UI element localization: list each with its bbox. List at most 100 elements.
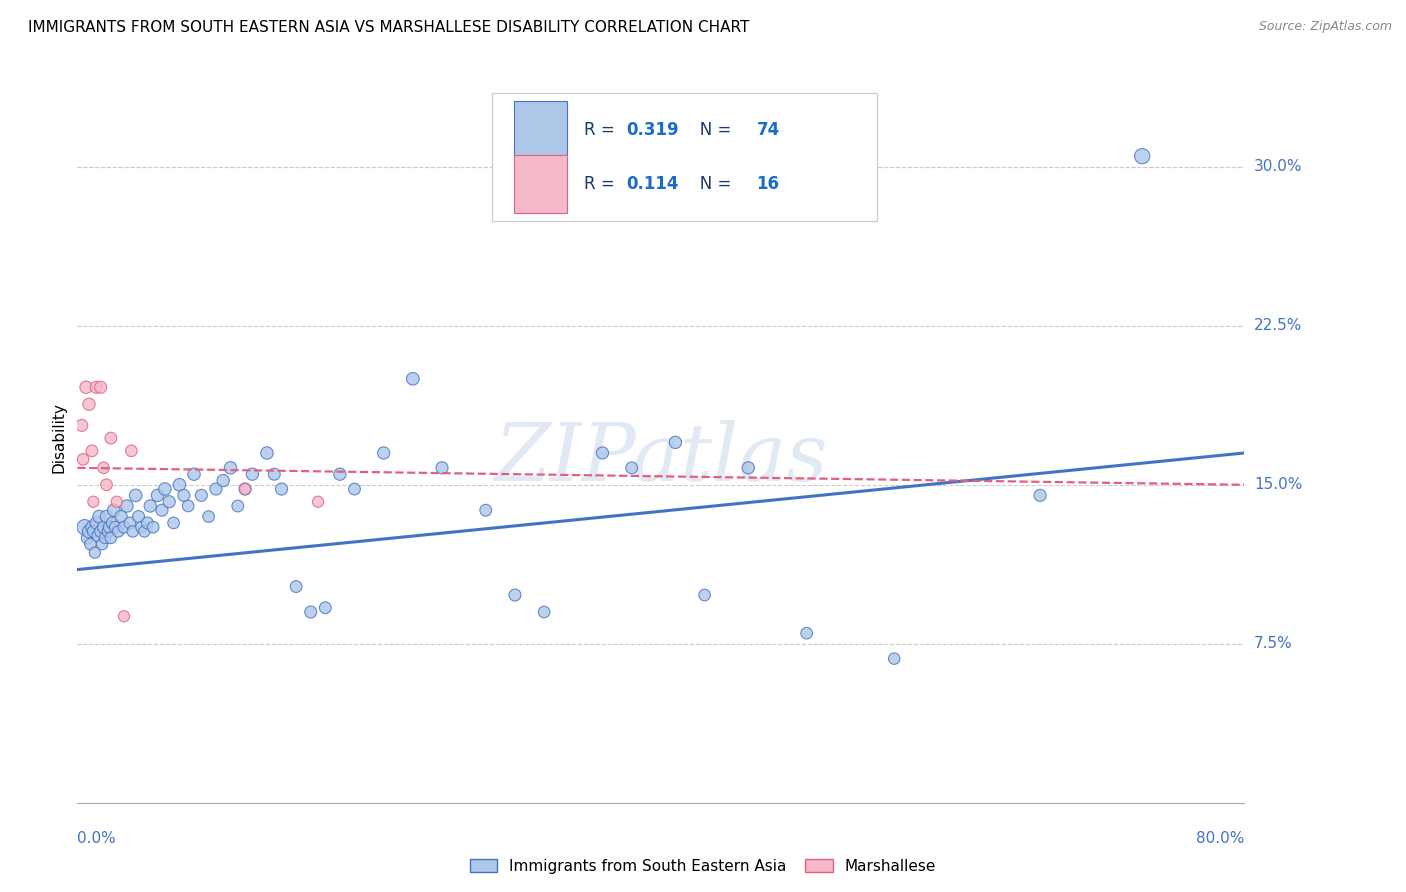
Point <box>314 600 336 615</box>
Text: 7.5%: 7.5% <box>1254 636 1292 651</box>
Point <box>1029 488 1052 502</box>
Text: N =: N = <box>685 120 737 138</box>
Point <box>233 482 256 496</box>
FancyBboxPatch shape <box>513 155 568 213</box>
Text: 22.5%: 22.5% <box>1254 318 1302 334</box>
Point <box>233 482 256 496</box>
Point <box>100 531 122 545</box>
Point <box>693 588 716 602</box>
Point <box>97 524 120 539</box>
Text: 0.114: 0.114 <box>626 175 678 193</box>
Point <box>190 488 212 502</box>
Point <box>343 482 366 496</box>
Point <box>118 516 141 530</box>
Point <box>84 516 107 530</box>
FancyBboxPatch shape <box>492 94 877 221</box>
Text: ZIPatlas: ZIPatlas <box>494 420 828 498</box>
Point <box>128 509 150 524</box>
Point <box>664 435 686 450</box>
Point <box>93 520 115 534</box>
Text: 15.0%: 15.0% <box>1254 477 1302 492</box>
Legend: Immigrants from South Eastern Asia, Marshallese: Immigrants from South Eastern Asia, Mars… <box>464 853 942 880</box>
Point <box>240 467 263 482</box>
Point <box>430 460 453 475</box>
Text: 16: 16 <box>756 175 779 193</box>
Point <box>134 524 156 539</box>
Point <box>110 509 132 524</box>
Point <box>270 482 292 496</box>
Point <box>177 499 200 513</box>
Point <box>402 372 425 386</box>
Point <box>90 524 112 539</box>
Point <box>103 503 125 517</box>
Point <box>112 520 135 534</box>
Point <box>226 499 249 513</box>
Point <box>212 474 235 488</box>
Point <box>307 494 329 508</box>
Point <box>131 520 153 534</box>
Point <box>76 531 98 545</box>
Point <box>197 509 219 524</box>
Point <box>737 460 759 475</box>
Point <box>84 380 107 394</box>
Point <box>105 494 128 508</box>
Text: 74: 74 <box>756 120 780 138</box>
Point <box>121 524 143 539</box>
Point <box>100 431 122 445</box>
Text: R =: R = <box>583 120 620 138</box>
Point <box>285 580 308 594</box>
Text: N =: N = <box>685 175 737 193</box>
Point <box>136 516 159 530</box>
Point <box>299 605 322 619</box>
Text: 0.319: 0.319 <box>626 120 679 138</box>
Point <box>94 531 117 545</box>
Point <box>157 494 180 508</box>
Point <box>93 460 115 475</box>
Point <box>98 520 121 534</box>
Point <box>89 509 111 524</box>
Text: 80.0%: 80.0% <box>1197 830 1244 846</box>
Point <box>205 482 228 496</box>
Point <box>503 588 526 602</box>
Point <box>169 477 191 491</box>
Point <box>620 460 643 475</box>
Text: IMMIGRANTS FROM SOUTH EASTERN ASIA VS MARSHALLESE DISABILITY CORRELATION CHART: IMMIGRANTS FROM SOUTH EASTERN ASIA VS MA… <box>28 20 749 35</box>
Point <box>219 460 242 475</box>
Point <box>80 443 103 458</box>
Point <box>96 477 118 491</box>
Point <box>91 537 114 551</box>
Point <box>475 503 498 517</box>
Point <box>173 488 195 502</box>
Point <box>124 488 148 502</box>
Point <box>107 524 129 539</box>
Y-axis label: Disability: Disability <box>51 401 66 473</box>
Point <box>183 467 205 482</box>
Text: R =: R = <box>583 175 620 193</box>
Point <box>142 520 165 534</box>
Point <box>77 397 100 411</box>
Point <box>77 524 100 539</box>
Point <box>70 418 93 433</box>
Point <box>87 529 110 543</box>
Point <box>1130 149 1153 163</box>
Point <box>72 452 94 467</box>
FancyBboxPatch shape <box>513 101 568 159</box>
Point <box>146 488 169 502</box>
Point <box>90 380 112 394</box>
Point <box>80 520 103 534</box>
Point <box>153 482 176 496</box>
Point <box>329 467 352 482</box>
Point <box>263 467 285 482</box>
Point <box>104 520 127 534</box>
Point <box>373 446 395 460</box>
Point <box>592 446 614 460</box>
Text: 30.0%: 30.0% <box>1254 160 1302 174</box>
Point <box>101 516 124 530</box>
Point <box>796 626 818 640</box>
Point <box>79 537 101 551</box>
Point <box>120 443 142 458</box>
Point <box>883 651 905 665</box>
Point <box>115 499 138 513</box>
Point <box>112 609 135 624</box>
Point <box>162 516 184 530</box>
